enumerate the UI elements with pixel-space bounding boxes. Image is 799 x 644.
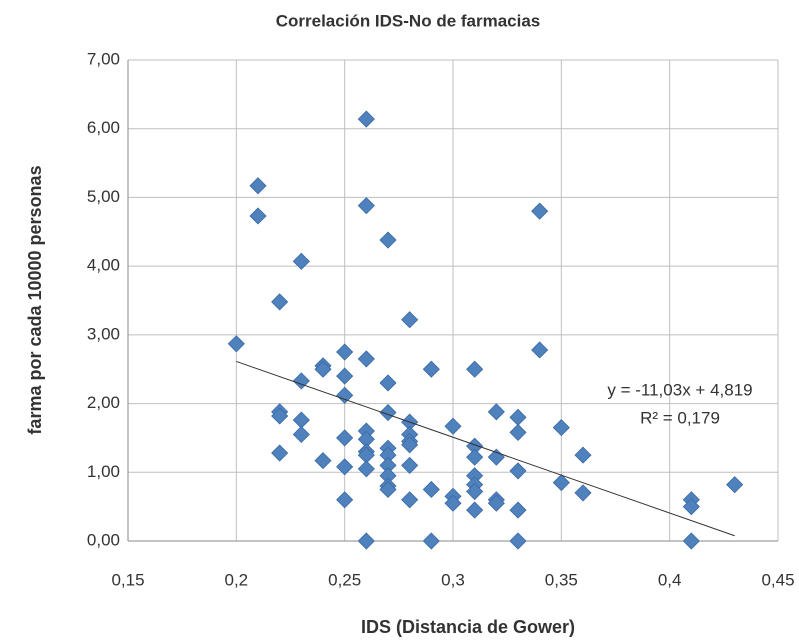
point: [444, 417, 462, 435]
point: [336, 458, 354, 476]
point: [509, 462, 527, 480]
point: [422, 360, 440, 378]
point: [466, 448, 484, 466]
point: [379, 231, 397, 249]
point: [336, 386, 354, 404]
point: [401, 456, 419, 474]
chart-title: Correlación IDS-No de farmacias: [276, 11, 541, 30]
point: [314, 452, 332, 470]
point: [466, 360, 484, 378]
point: [531, 202, 549, 220]
point: [487, 403, 505, 421]
y-tick-label: 7,00: [87, 49, 120, 68]
y-axis-label: farma por cada 10000 personas: [25, 165, 45, 434]
point: [292, 411, 310, 429]
point: [379, 480, 397, 499]
point: [292, 372, 310, 390]
y-tick-label: 1,00: [87, 462, 120, 481]
point: [682, 498, 700, 516]
point: [401, 311, 419, 329]
point: [401, 491, 419, 509]
point: [336, 367, 354, 385]
point: [422, 532, 440, 550]
point: [336, 491, 354, 509]
point: [487, 494, 505, 512]
x-tick-label: 0,45: [761, 570, 794, 589]
x-tick-label: 0,15: [111, 570, 144, 589]
point: [271, 407, 289, 425]
point: [509, 423, 527, 441]
y-tick-label: 4,00: [87, 256, 120, 275]
point: [552, 474, 570, 492]
point: [357, 110, 375, 128]
point: [336, 343, 354, 361]
point: [552, 419, 570, 437]
point: [509, 532, 527, 550]
point: [379, 403, 397, 422]
point: [401, 436, 419, 454]
point: [466, 501, 484, 519]
point: [726, 476, 744, 494]
point: [574, 446, 592, 464]
point: [574, 484, 592, 502]
point: [379, 374, 397, 392]
point: [682, 532, 700, 550]
point: [357, 350, 375, 368]
point: [314, 360, 332, 378]
point: [509, 501, 527, 519]
y-tick-label: 3,00: [87, 324, 120, 343]
x-axis-label: IDS (Distancia de Gower): [361, 617, 575, 637]
point: [422, 480, 440, 499]
point: [292, 252, 310, 270]
point: [357, 532, 375, 550]
y-tick-label: 2,00: [87, 393, 120, 412]
y-tick-label: 6,00: [87, 118, 120, 137]
trendline-equation: y = -11,03x + 4,819: [607, 380, 752, 399]
point: [249, 207, 267, 225]
point: [271, 293, 289, 311]
point: [336, 429, 354, 447]
point: [357, 460, 375, 478]
trendline: [236, 360, 735, 537]
x-tick-label: 0,2: [225, 570, 249, 589]
x-tick-label: 0,3: [441, 570, 465, 589]
x-tick-label: 0,25: [328, 570, 361, 589]
y-tick-label: 5,00: [87, 187, 120, 206]
point: [271, 444, 289, 462]
point: [444, 494, 462, 512]
y-tick-label: 0,00: [87, 530, 120, 549]
point: [227, 335, 245, 353]
point: [487, 448, 505, 466]
x-tick-label: 0,4: [658, 570, 682, 589]
point: [531, 341, 549, 359]
point: [509, 408, 527, 426]
point: [466, 482, 484, 501]
point: [357, 197, 375, 215]
trendline-r2: R² = 0,179: [640, 408, 720, 427]
point: [292, 425, 310, 444]
point: [249, 177, 267, 195]
x-tick-label: 0,35: [545, 570, 578, 589]
